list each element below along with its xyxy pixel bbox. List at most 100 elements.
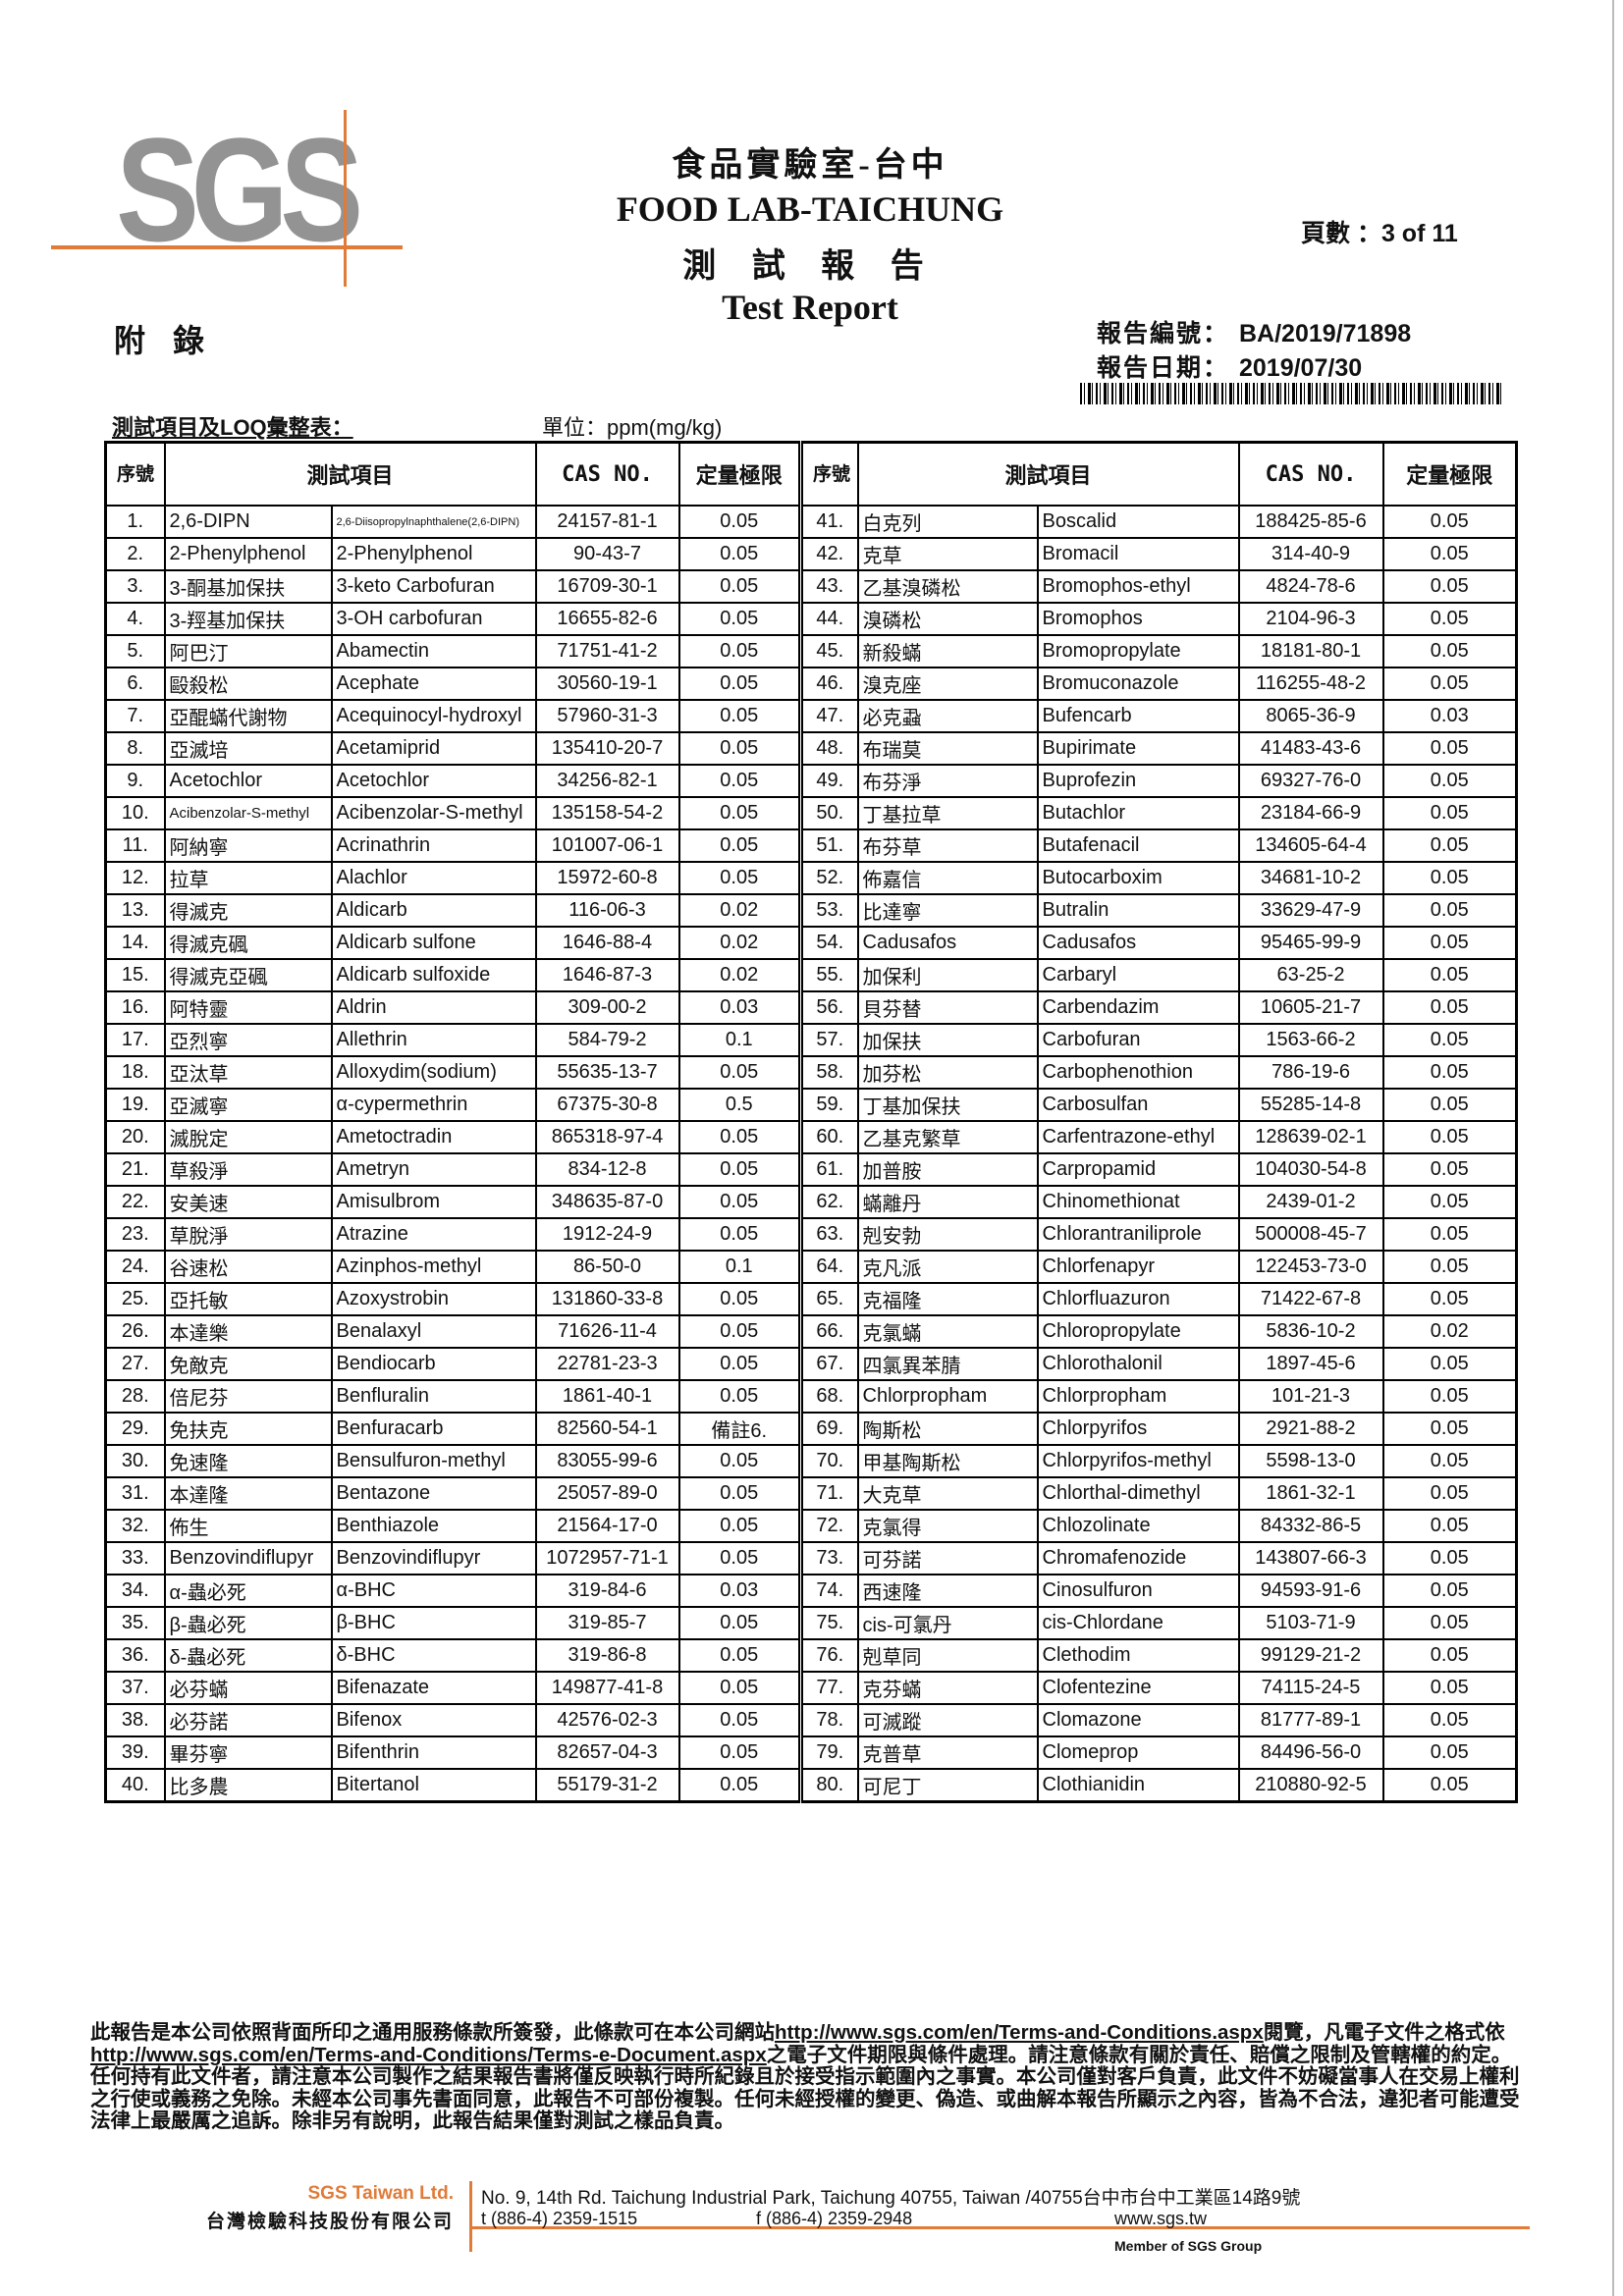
item-name-zh: Acibenzolar-S-methyl [163,796,333,830]
loq-value: 0.05 [677,505,802,539]
loq-value: 0.05 [677,1185,802,1219]
item-name-zh: 西速隆 [856,1574,1039,1608]
loq-value: 0.05 [1381,1476,1518,1511]
item-name-en: Acequinocyl-hydroxyl [330,699,537,733]
page-edge-line [1612,0,1614,2296]
loq-value: 0.05 [677,537,802,571]
item-name-zh: 克芬蟎 [856,1671,1039,1705]
row-number: 73. [798,1541,859,1575]
loq-value: 0.05 [1381,1379,1518,1414]
table-row: 4. 3-羥基加保扶 3-OH carbofuran 16655-82-6 0.05 44… [104,602,1518,636]
cas-number: 90-43-7 [534,537,680,571]
table-row: 33. Benzovindiflupyr Benzovindiflupyr 10729… [104,1541,1518,1575]
item-name-en: Clomeprop [1036,1735,1240,1770]
cas-number: 5598-13-0 [1237,1444,1384,1478]
table-row: 20. 滅脫定 Ametoctradin 865318-97-4 0.05 60. 乙基克繁… [104,1120,1518,1154]
cas-number: 55635-13-7 [534,1055,680,1090]
cas-number: 99129-21-2 [1237,1638,1384,1673]
item-name-zh: 加芬松 [856,1055,1039,1090]
loq-value: 0.03 [677,990,802,1025]
item-name-zh: 阿納寧 [163,828,333,863]
row-number: 7. [104,699,166,733]
cas-number: 122453-73-0 [1237,1250,1384,1284]
table-row: 40. 比多農 Bitertanol 55179-31-2 0.05 80. 可尼丁 Clot… [104,1768,1518,1803]
item-name-zh: 免扶克 [163,1412,333,1446]
cas-number: 42576-02-3 [534,1703,680,1737]
row-number: 72. [798,1509,859,1543]
loq-value: 0.05 [1381,1671,1518,1705]
loq-value: 0.05 [1381,1574,1518,1608]
cas-number: 1861-40-1 [534,1379,680,1414]
item-name-zh: 布芬淨 [856,764,1039,798]
row-number: 26. [104,1314,166,1349]
loq-value: 0.05 [677,1347,802,1381]
cas-number: 69327-76-0 [1237,764,1384,798]
item-name-en: Benfuracarb [330,1412,537,1446]
loq-value: 0.05 [1381,1735,1518,1770]
header-loq: 定量極限 [1381,441,1518,507]
e-document-terms-link[interactable]: http://www.sgs.com/en/Terms-and-Conditio… [90,2043,767,2066]
item-name-en: α-cypermethrin [330,1088,537,1122]
loq-value: 0.1 [677,1023,802,1057]
row-number: 69. [798,1412,859,1446]
loq-table: 序號 測試項目 CAS NO. 定量極限 序號 測試項目 CAS NO. 定量極… [104,441,1518,1803]
item-name-en: Benthiazole [330,1509,537,1543]
loq-value: 0.05 [1381,893,1518,928]
item-name-zh: 加保利 [856,958,1039,992]
loq-value: 0.05 [677,602,802,636]
row-number: 70. [798,1444,859,1478]
cas-number: 210880-92-5 [1237,1768,1384,1803]
item-name-zh: 亞滅寧 [163,1088,333,1122]
item-name-en: Bendiocarb [330,1347,537,1381]
item-name-zh: 得滅克碸 [163,926,333,960]
loq-value: 0.5 [677,1088,802,1122]
loq-value: 0.05 [1381,634,1518,668]
item-name-en: Chromafenozide [1036,1541,1240,1575]
item-name-en: Acetamiprid [330,731,537,766]
item-name-zh: 佈嘉信 [856,861,1039,895]
cas-number: 10605-21-7 [1237,990,1384,1025]
cas-number: 786-19-6 [1237,1055,1384,1090]
cas-number: 128639-02-1 [1237,1120,1384,1154]
loq-value: 0.05 [1381,1055,1518,1090]
item-name-en: Bifenox [330,1703,537,1737]
row-number: 30. [104,1444,166,1478]
item-name-en: Bupirimate [1036,731,1240,766]
item-name-zh: δ-蟲必死 [163,1638,333,1673]
item-name-en: Bromuconazole [1036,667,1240,701]
cas-number: 1072957-71-1 [534,1541,680,1575]
row-number: 24. [104,1250,166,1284]
table-row: 15. 得滅克亞碸 Aldicarb sulfoxide 1646-87-3 0.02 5… [104,958,1518,992]
loq-value: 0.05 [1381,990,1518,1025]
item-name-zh: 可芬諾 [856,1541,1039,1575]
row-number: 16. [104,990,166,1025]
item-name-zh: 加保扶 [856,1023,1039,1057]
table-row: 6. 毆殺松 Acephate 30560-19-1 0.05 46. 溴克座 Bromuco… [104,667,1518,701]
item-name-zh: 溴克座 [856,667,1039,701]
item-name-zh: 克凡派 [856,1250,1039,1284]
loq-value: 0.02 [677,926,802,960]
loq-value: 0.05 [1381,505,1518,539]
loq-value: 0.03 [1381,699,1518,733]
item-name-en: Butocarboxim [1036,861,1240,895]
item-name-en: Chlorthal-dimethyl [1036,1476,1240,1511]
cas-number: 41483-43-6 [1237,731,1384,766]
item-name-zh: 乙基克繁草 [856,1120,1039,1154]
loq-value: 0.05 [677,731,802,766]
row-number: 53. [798,893,859,928]
loq-value: 0.05 [677,1735,802,1770]
loq-value: 0.05 [677,1120,802,1154]
report-date-label: 報告日期： [1097,354,1230,382]
row-number: 54. [798,926,859,960]
item-name-zh: 甲基陶斯松 [856,1444,1039,1478]
item-name-zh: 新殺蟎 [856,634,1039,668]
item-name-en: Acetochlor [330,764,537,798]
item-name-en: Chlorothalonil [1036,1347,1240,1381]
table-row: 16. 阿特靈 Aldrin 309-00-2 0.03 56. 貝芬替 Carbendazi… [104,990,1518,1025]
row-number: 27. [104,1347,166,1381]
terms-link[interactable]: http://www.sgs.com/en/Terms-and-Conditio… [775,2021,1264,2044]
loq-value: 0.05 [677,1703,802,1737]
loq-value: 0.05 [1381,764,1518,798]
row-number: 28. [104,1379,166,1414]
company-website: www.sgs.tw [1114,2209,1208,2228]
